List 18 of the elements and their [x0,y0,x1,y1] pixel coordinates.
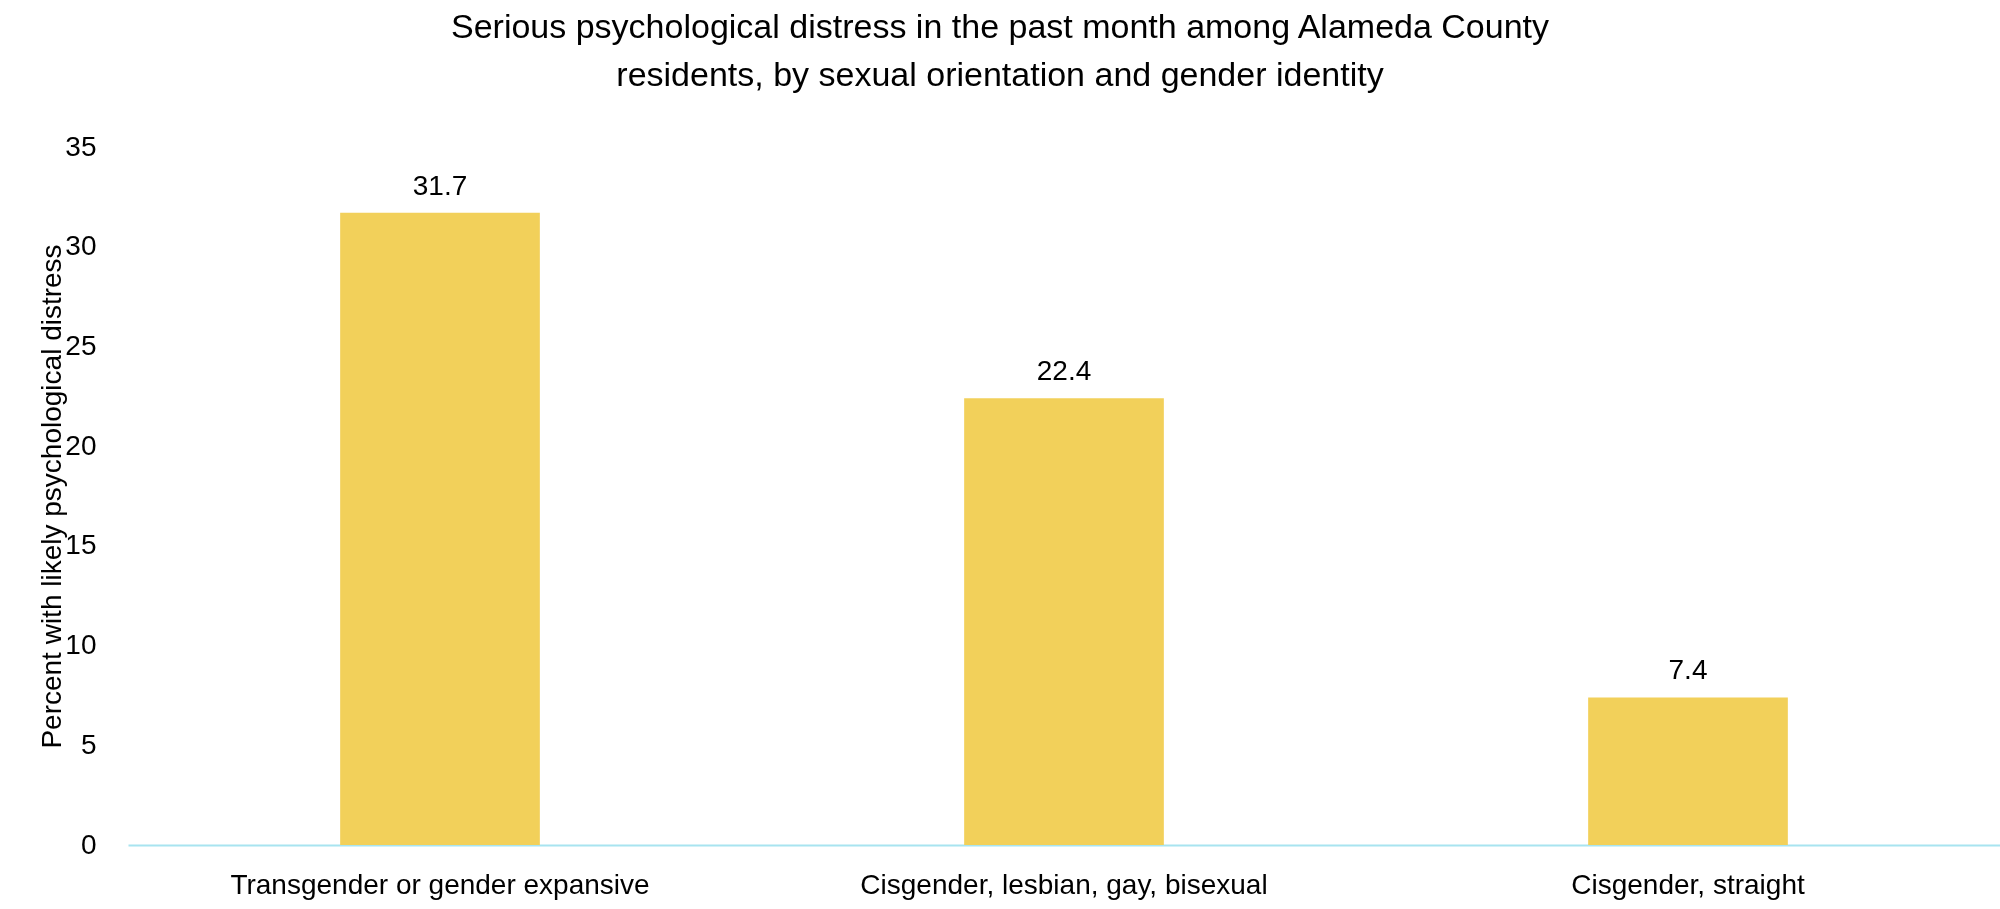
x-tick-label: Cisgender, lesbian, gay, bisexual [860,868,1268,900]
y-tick-label: 35 [65,130,97,162]
data-label: 22.4 [1036,355,1092,387]
data-label: 31.7 [412,169,468,201]
data-label: 7.4 [1668,654,1708,686]
bar [1588,697,1788,845]
x-tick-label: Transgender or gender expansive [230,868,650,900]
y-tick-label: 25 [65,329,97,361]
bar [964,398,1164,845]
y-tick-label: 20 [65,429,97,461]
y-tick-label: 0 [80,828,97,860]
y-tick-label: 5 [80,728,97,760]
y-axis-title: Percent with likely psychological distress [35,244,67,749]
y-tick-label: 30 [65,230,97,262]
y-tick-label: 10 [65,629,97,661]
bar [340,212,540,845]
chart-title: Serious psychological distress in the past month among Alameda County residents, by sexual orientation and gender identity [450,7,1550,93]
x-tick-label: Cisgender, straight [1571,868,1805,900]
